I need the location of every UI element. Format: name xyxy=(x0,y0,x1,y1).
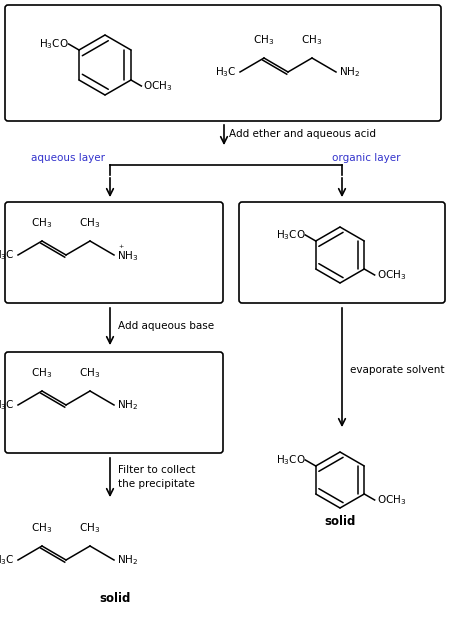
Text: CH$_3$: CH$_3$ xyxy=(253,33,275,47)
Text: $^+$: $^+$ xyxy=(117,243,125,253)
Text: Filter to collect
the precipitate: Filter to collect the precipitate xyxy=(118,465,195,489)
Text: H$_3$CO: H$_3$CO xyxy=(39,37,69,51)
Text: CH$_3$: CH$_3$ xyxy=(31,216,53,230)
Text: CH$_3$: CH$_3$ xyxy=(31,366,53,380)
Text: H$_3$C: H$_3$C xyxy=(216,65,237,79)
Text: evaporate solvent: evaporate solvent xyxy=(350,365,445,375)
FancyBboxPatch shape xyxy=(5,5,441,121)
Text: OCH$_3$: OCH$_3$ xyxy=(143,79,173,93)
Text: Add aqueous base: Add aqueous base xyxy=(118,321,214,331)
Text: OCH$_3$: OCH$_3$ xyxy=(377,493,406,507)
Text: CH$_3$: CH$_3$ xyxy=(79,216,101,230)
Text: NH$_2$: NH$_2$ xyxy=(117,398,138,412)
Text: OCH$_3$: OCH$_3$ xyxy=(377,268,406,282)
Text: NH$_2$: NH$_2$ xyxy=(339,65,360,79)
Text: NH$_2$: NH$_2$ xyxy=(117,553,138,567)
Text: H$_3$CO: H$_3$CO xyxy=(276,453,305,467)
Text: CH$_3$: CH$_3$ xyxy=(79,366,101,380)
Text: organic layer: organic layer xyxy=(332,153,401,163)
Text: aqueous layer: aqueous layer xyxy=(31,153,105,163)
Text: CH$_3$: CH$_3$ xyxy=(79,521,101,535)
Text: CH$_3$: CH$_3$ xyxy=(301,33,323,47)
Text: CH$_3$: CH$_3$ xyxy=(31,521,53,535)
Text: H$_3$C: H$_3$C xyxy=(0,398,15,412)
Text: H$_3$CO: H$_3$CO xyxy=(276,228,305,242)
FancyBboxPatch shape xyxy=(5,202,223,303)
Text: Add ether and aqueous acid: Add ether and aqueous acid xyxy=(229,129,376,139)
Text: NH$_3$: NH$_3$ xyxy=(117,249,138,263)
Text: solid: solid xyxy=(324,515,356,528)
Text: H$_3$C: H$_3$C xyxy=(0,553,15,567)
FancyBboxPatch shape xyxy=(239,202,445,303)
Text: solid: solid xyxy=(99,592,131,605)
FancyBboxPatch shape xyxy=(5,352,223,453)
Text: H$_3$C: H$_3$C xyxy=(0,248,15,262)
